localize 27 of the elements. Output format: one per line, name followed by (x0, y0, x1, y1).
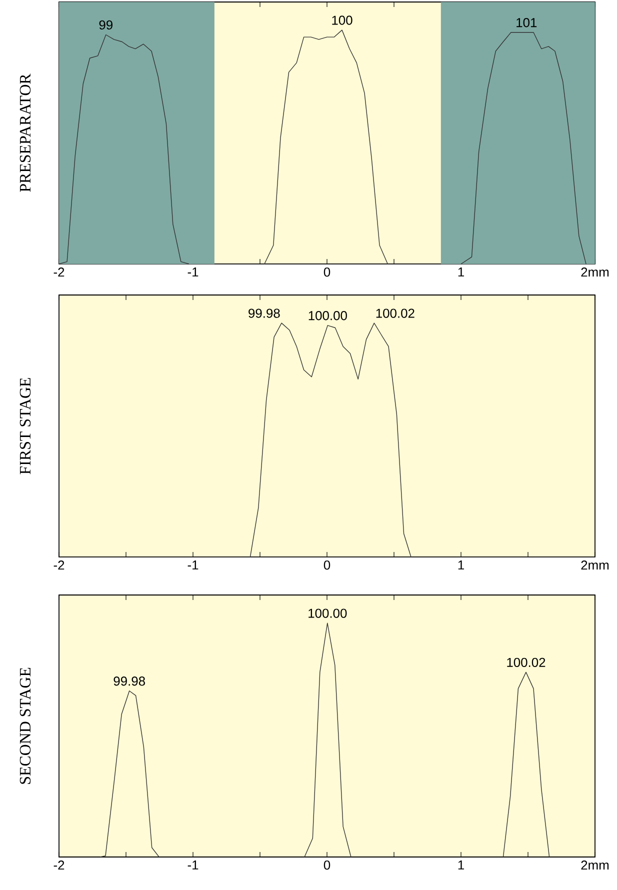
annotation: 100.00 (308, 311, 347, 320)
x-tick-label: 1 (458, 268, 464, 276)
x-tick-label: -1 (188, 268, 198, 276)
x-tick-label: 2mm (581, 268, 609, 277)
x-tick-label: 0 (324, 860, 330, 870)
y-axis-title: FIRST STAGE (20, 378, 31, 474)
x-tick-label: 0 (324, 560, 330, 570)
annotation: 100.02 (376, 308, 414, 318)
annotation: 100 (332, 16, 352, 25)
x-tick-label: 2mm (581, 560, 609, 570)
annotation: 100.00 (308, 608, 347, 618)
annotation: 101 (516, 18, 537, 28)
x-tick-label: -2 (54, 860, 64, 870)
annotation: 100.02 (507, 658, 546, 667)
annotation: 99 (99, 20, 112, 30)
x-tick-label: 1 (458, 560, 464, 570)
x-tick-label: 1 (458, 860, 464, 870)
x-tick-label: 0 (324, 268, 330, 277)
y-axis-title: SECOND STAGE (20, 668, 31, 784)
x-tick-label: -1 (188, 560, 198, 570)
x-tick-label: -2 (54, 268, 64, 277)
x-tick-label: -1 (188, 860, 198, 870)
annotation: 99.98 (114, 676, 145, 686)
x-tick-label: -2 (54, 560, 64, 570)
y-axis-title: PRESEPARATOR (20, 74, 31, 192)
x-tick-label: 2mm (581, 860, 609, 870)
annotation: 99.98 (248, 308, 280, 318)
